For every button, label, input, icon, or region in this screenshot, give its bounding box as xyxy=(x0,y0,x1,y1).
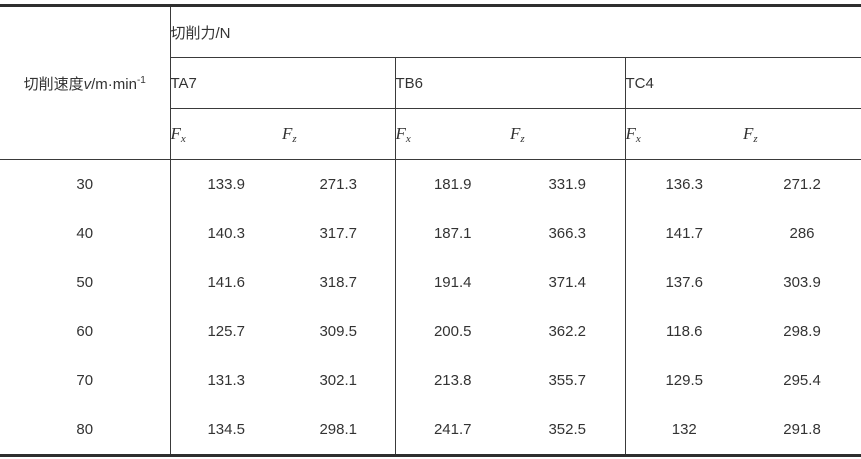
speed-cell: 40 xyxy=(76,225,94,242)
value-cell: 318.7 xyxy=(319,274,358,291)
table-row: 60 125.7 309.5 200.5 362.2 118.6 298.9 xyxy=(0,307,861,356)
speed-cell: 70 xyxy=(76,372,94,389)
force-group-header: 切削力/N xyxy=(169,5,861,58)
value-cell: 118.6 xyxy=(624,307,743,356)
value-cell: 362.2 xyxy=(548,323,587,340)
value-cell: 291.8 xyxy=(783,421,821,438)
value-cell: 298.1 xyxy=(319,421,358,438)
fx-symbol: Fx xyxy=(395,124,411,145)
speed-cell: 50 xyxy=(76,274,94,291)
value-cell: 181.9 xyxy=(394,159,510,209)
header-row-alloys: TA7 TB6 TC4 xyxy=(0,57,861,109)
value-cell: 141.6 xyxy=(169,258,282,307)
table-row: 50 141.6 318.7 191.4 371.4 137.6 303.9 xyxy=(0,258,861,307)
value-cell: 371.4 xyxy=(548,274,587,291)
value-cell: 331.9 xyxy=(548,176,587,193)
fx-symbol: Fx xyxy=(625,124,641,145)
value-cell: 355.7 xyxy=(548,372,587,389)
value-cell: 241.7 xyxy=(394,405,510,456)
subheader-ta7-fx: Fx xyxy=(169,108,282,160)
speed-cell: 30 xyxy=(76,176,94,193)
subheader-tc4-fx: Fx xyxy=(624,108,743,160)
value-cell: 303.9 xyxy=(783,274,821,291)
table-row: 70 131.3 302.1 213.8 355.7 129.5 295.4 xyxy=(0,356,861,405)
value-cell: 125.7 xyxy=(169,307,282,356)
value-cell: 366.3 xyxy=(548,225,587,242)
value-cell: 309.5 xyxy=(319,323,358,340)
table-row: 80 134.5 298.1 241.7 352.5 132 291.8 xyxy=(0,405,861,456)
value-cell: 352.5 xyxy=(548,421,587,438)
value-cell: 129.5 xyxy=(624,356,743,405)
subheader-tb6-fx: Fx xyxy=(394,108,510,160)
value-cell: 317.7 xyxy=(319,225,358,242)
speed-cell: 60 xyxy=(76,323,94,340)
value-cell: 191.4 xyxy=(394,258,510,307)
value-cell: 136.3 xyxy=(624,159,743,209)
fz-symbol: Fz xyxy=(282,124,297,145)
value-cell: 286 xyxy=(789,225,815,242)
fz-symbol: Fz xyxy=(743,124,758,145)
value-cell: 134.5 xyxy=(169,405,282,456)
value-cell: 133.9 xyxy=(169,159,282,209)
speed-header-text: 切削速度 xyxy=(23,75,84,93)
value-cell: 298.9 xyxy=(783,323,821,340)
value-cell: 302.1 xyxy=(319,372,358,389)
speed-exponent: -1 xyxy=(136,74,146,86)
speed-variable: v xyxy=(83,75,92,93)
alloy-header-ta7: TA7 xyxy=(169,57,395,109)
alloy-header-tb6: TB6 xyxy=(394,57,625,109)
value-cell: 131.3 xyxy=(169,356,282,405)
fx-symbol: Fx xyxy=(170,124,186,145)
subheader-ta7-fz: Fz xyxy=(282,108,395,160)
value-cell: 213.8 xyxy=(394,356,510,405)
value-cell: 295.4 xyxy=(783,372,821,389)
speed-unit: /m·min xyxy=(91,75,137,93)
alloy-header-tc4: TC4 xyxy=(624,57,861,109)
header-row-force: 切削速度v/m·min-1 切削力/N xyxy=(0,5,861,160)
cutting-force-table: 切削速度v/m·min-1 切削力/N TA7 TB6 TC4 Fx Fz Fx xyxy=(0,4,861,457)
value-cell: 137.6 xyxy=(624,258,743,307)
subheader-tc4-fz: Fz xyxy=(743,108,861,160)
value-cell: 141.7 xyxy=(624,209,743,258)
value-cell: 140.3 xyxy=(169,209,282,258)
speed-column-header: 切削速度v/m·min-1 xyxy=(0,5,170,160)
value-cell: 271.3 xyxy=(319,176,358,193)
value-cell: 187.1 xyxy=(394,209,510,258)
table-row: 40 140.3 317.7 187.1 366.3 141.7 286 xyxy=(0,209,861,258)
speed-cell: 80 xyxy=(76,421,94,438)
value-cell: 132 xyxy=(624,405,743,456)
subheader-tb6-fz: Fz xyxy=(510,108,625,160)
value-cell: 271.2 xyxy=(783,176,821,193)
table-row: 30 133.9 271.3 181.9 331.9 136.3 271.2 xyxy=(0,159,861,209)
fz-symbol: Fz xyxy=(510,124,525,145)
header-row-components: Fx Fz Fx Fz Fx Fz xyxy=(0,108,861,160)
value-cell: 200.5 xyxy=(394,307,510,356)
